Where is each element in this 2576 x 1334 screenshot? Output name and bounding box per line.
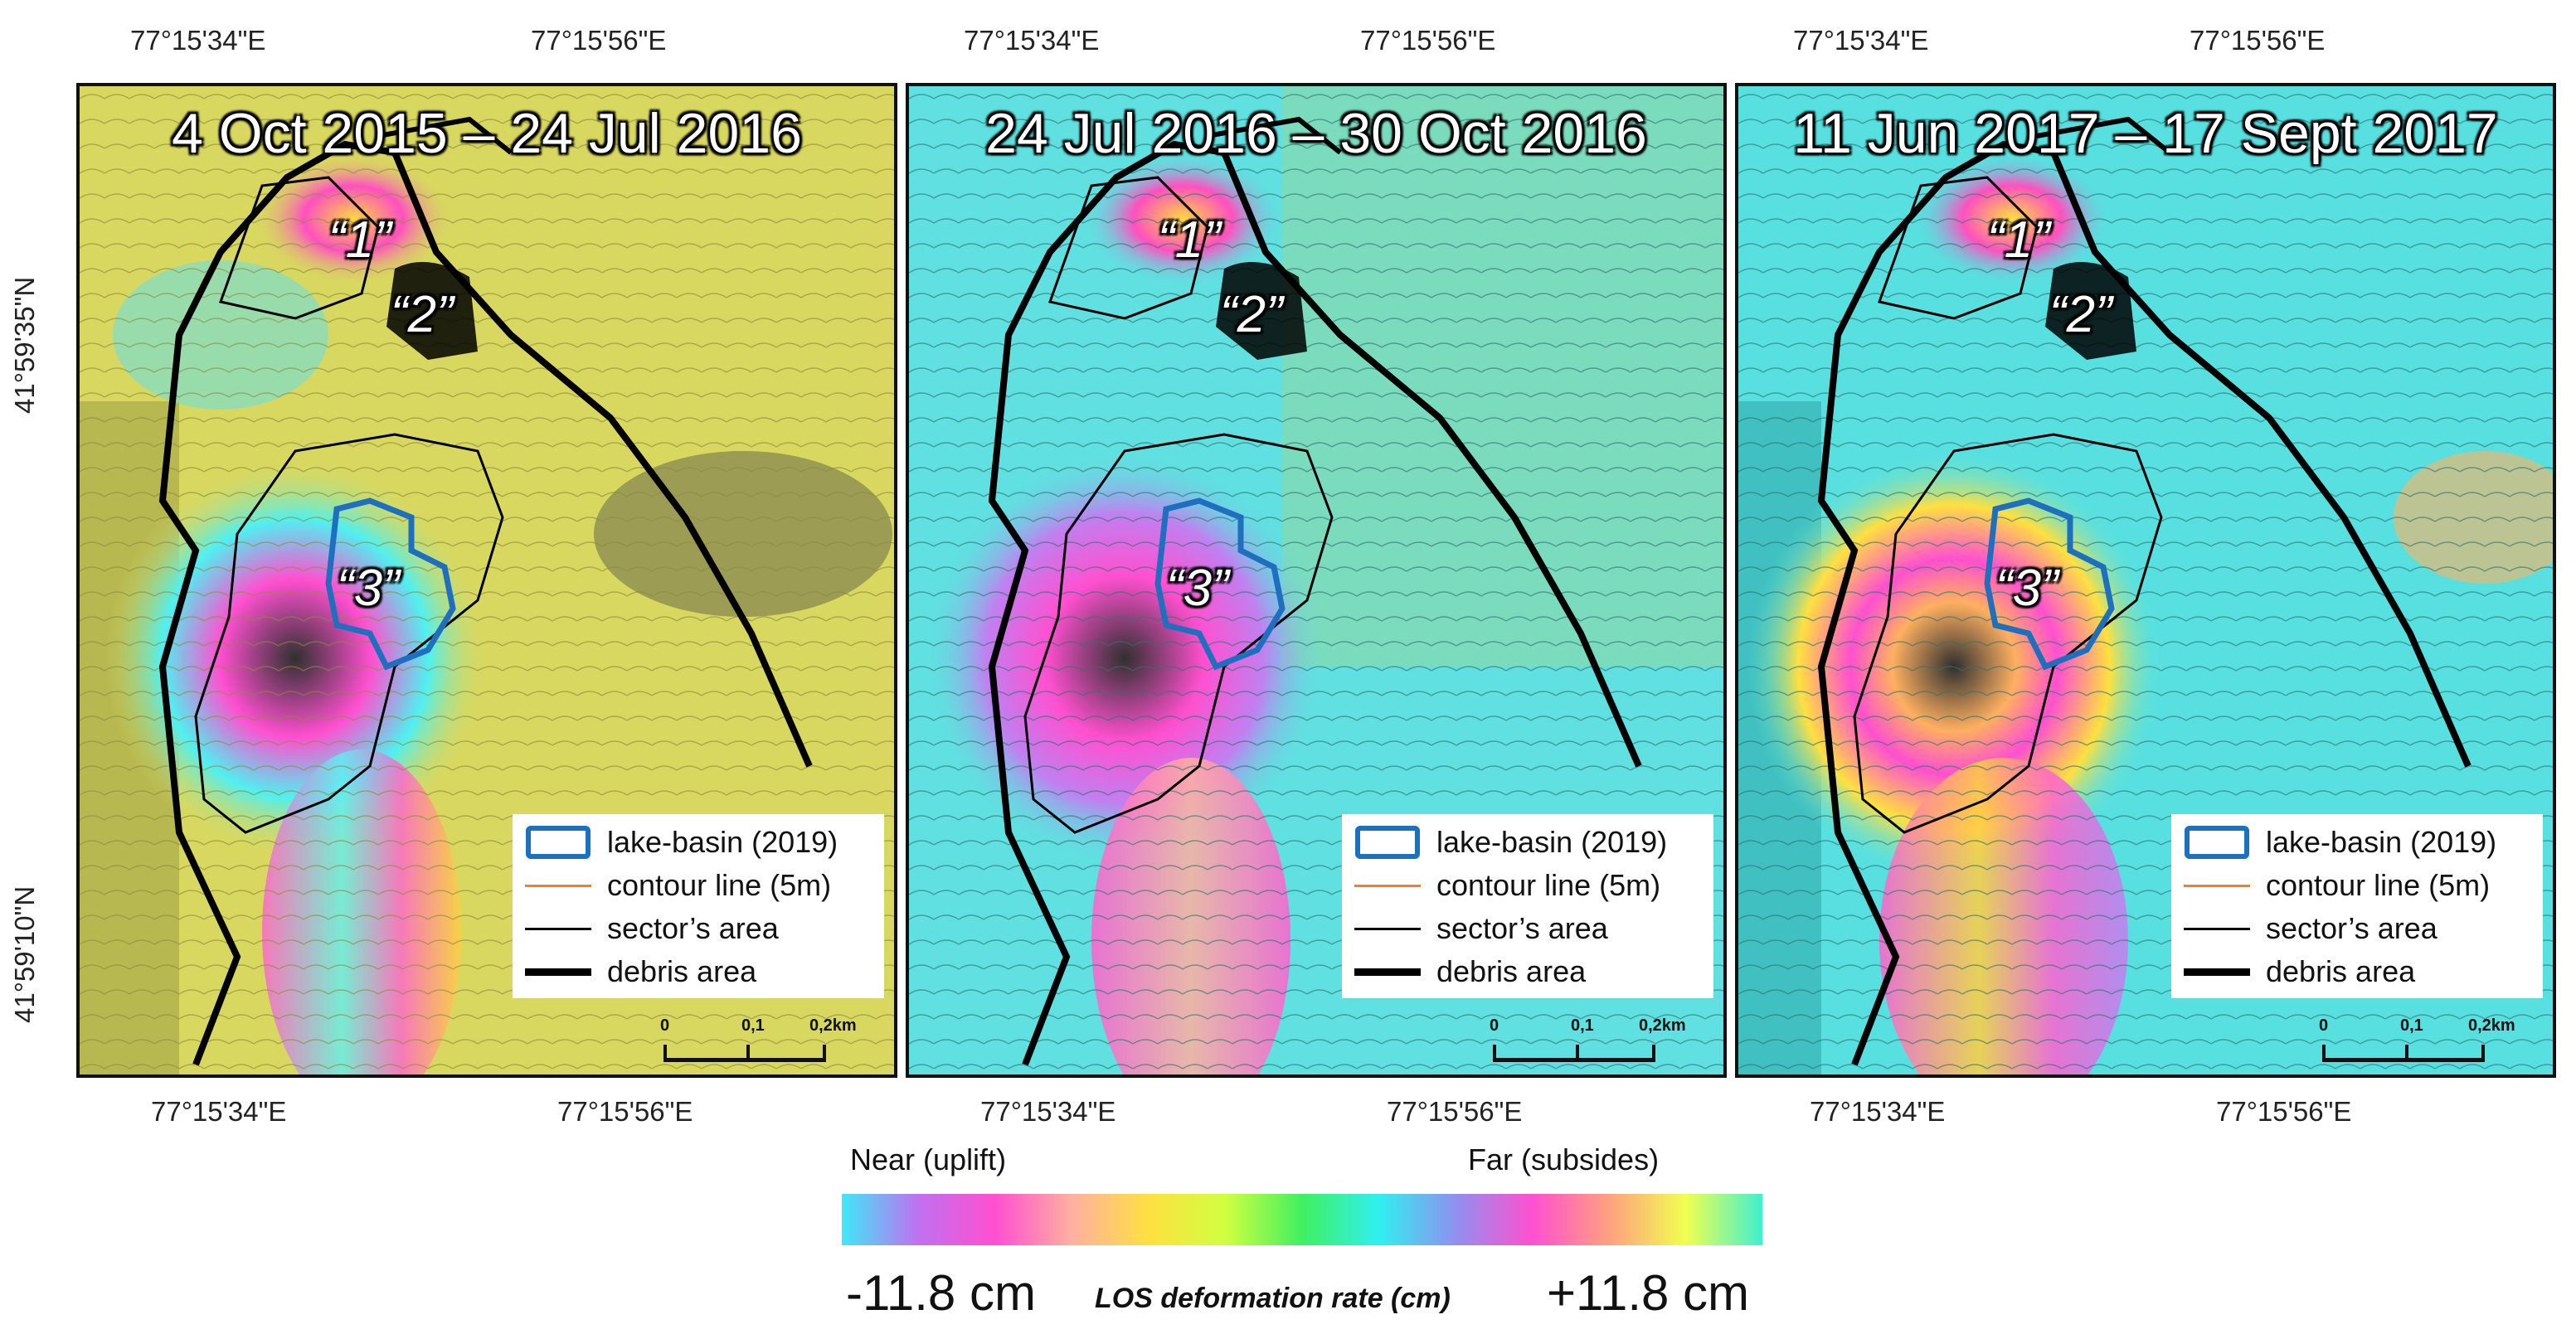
debris-swatch — [525, 968, 591, 976]
sector-swatch — [525, 927, 591, 930]
legend-label: sector’s area — [2266, 911, 2437, 945]
legend-label: sector’s area — [1436, 911, 1608, 945]
colorbar-min: -11.8 cm — [846, 1265, 1036, 1321]
legend-label: lake-basin (2019) — [1436, 825, 1668, 859]
bottom-lon-2-b: 77°15'56"E — [1387, 1096, 1523, 1127]
scale-bar: 0 0,1 0,2km — [1490, 1016, 1705, 1071]
lake-basin-swatch — [2185, 826, 2249, 859]
legend-item-debris: debris area — [521, 950, 876, 993]
bottom-lon-1-b: 77°15'34"E — [980, 1096, 1116, 1127]
colorbar-title: LOS deformation rate (cm) — [1095, 1283, 1451, 1314]
scale-label-2: 0,2km — [2468, 1016, 2515, 1035]
sector-swatch — [1354, 927, 1421, 930]
panel-2-label-3: “3” — [1166, 560, 1229, 617]
lake-basin-swatch — [526, 826, 591, 859]
legend-item-sector: sector’s area — [521, 907, 876, 950]
legend-label: debris area — [2266, 954, 2416, 988]
colorbar-right-label: Far (subsides) — [1468, 1142, 1660, 1176]
map-panel-3: 11 Jun 2017 – 17 Sept 2017 “1” “2” “3” l… — [1735, 83, 2556, 1078]
legend-label: contour line (5m) — [607, 868, 832, 902]
contour-swatch — [2184, 884, 2250, 887]
legend-label: contour line (5m) — [2266, 868, 2491, 902]
left-lat-2: 41°59'10"N — [9, 885, 40, 1023]
colorbar-max: +11.8 cm — [1547, 1265, 1750, 1321]
panel-3-label-2: “2” — [2049, 286, 2112, 343]
panel-3-label-3: “3” — [1995, 560, 2058, 617]
left-lat-1: 41°59'35"N — [9, 276, 40, 414]
scale-label-1: 0,1 — [1571, 1016, 1594, 1035]
legend-box: lake-basin (2019) contour line (5m) sect… — [1342, 814, 1713, 998]
panel-2-label-2: “2” — [1220, 286, 1283, 343]
scale-label-0: 0 — [1490, 1016, 1499, 1035]
legend-item-debris: debris area — [1350, 950, 1705, 993]
legend-box: lake-basin (2019) contour line (5m) sect… — [2171, 814, 2543, 998]
bottom-lon-1-a: 77°15'34"E — [151, 1096, 287, 1127]
panel-1-label-1: “1” — [328, 211, 391, 269]
bottom-lon-1-c: 77°15'34"E — [1810, 1096, 1946, 1127]
legend-label: debris area — [607, 954, 757, 988]
panel-2-title: 24 Jul 2016 – 30 Oct 2016 — [985, 102, 1647, 165]
sector-swatch — [2184, 927, 2250, 930]
scale-label-2: 0,2km — [809, 1016, 857, 1035]
colorbar — [842, 1194, 1762, 1245]
panel-3-title: 11 Jun 2017 – 17 Sept 2017 — [1793, 102, 2498, 165]
legend-item-contour: contour line (5m) — [2180, 864, 2535, 907]
legend-box: lake-basin (2019) contour line (5m) sect… — [513, 814, 884, 998]
bottom-lon-2-a: 77°15'56"E — [557, 1096, 693, 1127]
lake-basin-swatch — [1355, 826, 1420, 859]
scale-label-1: 0,1 — [741, 1016, 765, 1035]
panel-2-label-1: “1” — [1158, 211, 1221, 269]
legend-label: sector’s area — [607, 911, 779, 945]
panel-1-title: 4 Oct 2015 – 24 Jul 2016 — [172, 102, 802, 165]
legend-label: lake-basin (2019) — [607, 825, 838, 859]
contour-swatch — [1354, 884, 1421, 887]
bottom-lon-2-c: 77°15'56"E — [2216, 1096, 2352, 1127]
legend-item-debris: debris area — [2180, 950, 2535, 993]
legend-item-sector: sector’s area — [1350, 907, 1705, 950]
top-lon-1-b: 77°15'34"E — [964, 25, 1100, 56]
scale-label-0: 0 — [2319, 1016, 2329, 1035]
map-panel-2: 24 Jul 2016 – 30 Oct 2016 “1” “2” “3” la… — [906, 83, 1727, 1078]
legend-label: contour line (5m) — [1436, 868, 1661, 902]
top-lon-1-c: 77°15'34"E — [1793, 25, 1929, 56]
scale-label-2: 0,2km — [1639, 1016, 1686, 1035]
legend-item-contour: contour line (5m) — [1350, 864, 1705, 907]
panel-3-label-1: “1” — [1987, 211, 2050, 269]
legend-item-lake-basin: lake-basin (2019) — [521, 821, 876, 864]
legend-label: debris area — [1436, 954, 1587, 988]
panel-1-label-3: “3” — [337, 560, 400, 617]
top-lon-2-b: 77°15'56"E — [1360, 25, 1496, 56]
debris-swatch — [1354, 968, 1421, 976]
panel-1-label-2: “2” — [391, 286, 454, 343]
legend-item-sector: sector’s area — [2180, 907, 2535, 950]
debris-swatch — [2184, 968, 2250, 976]
top-lon-2-a: 77°15'56"E — [531, 25, 667, 56]
scale-bar: 0 0,1 0,2km — [2319, 1016, 2535, 1071]
contour-swatch — [525, 884, 591, 887]
top-lon-2-c: 77°15'56"E — [2190, 25, 2326, 56]
scale-label-0: 0 — [660, 1016, 670, 1035]
legend-label: lake-basin (2019) — [2266, 825, 2497, 859]
legend-item-contour: contour line (5m) — [521, 864, 876, 907]
scale-label-1: 0,1 — [2400, 1016, 2423, 1035]
top-lon-1-a: 77°15'34"E — [130, 25, 266, 56]
legend-item-lake-basin: lake-basin (2019) — [1350, 821, 1705, 864]
map-panel-1: 4 Oct 2015 – 24 Jul 2016 “1” “2” “3” lak… — [76, 83, 897, 1078]
scale-bar: 0 0,1 0,2km — [660, 1016, 876, 1071]
legend-item-lake-basin: lake-basin (2019) — [2180, 821, 2535, 864]
colorbar-left-label: Near (uplift) — [850, 1142, 1007, 1176]
map-panel-1-graphics — [80, 86, 894, 1074]
